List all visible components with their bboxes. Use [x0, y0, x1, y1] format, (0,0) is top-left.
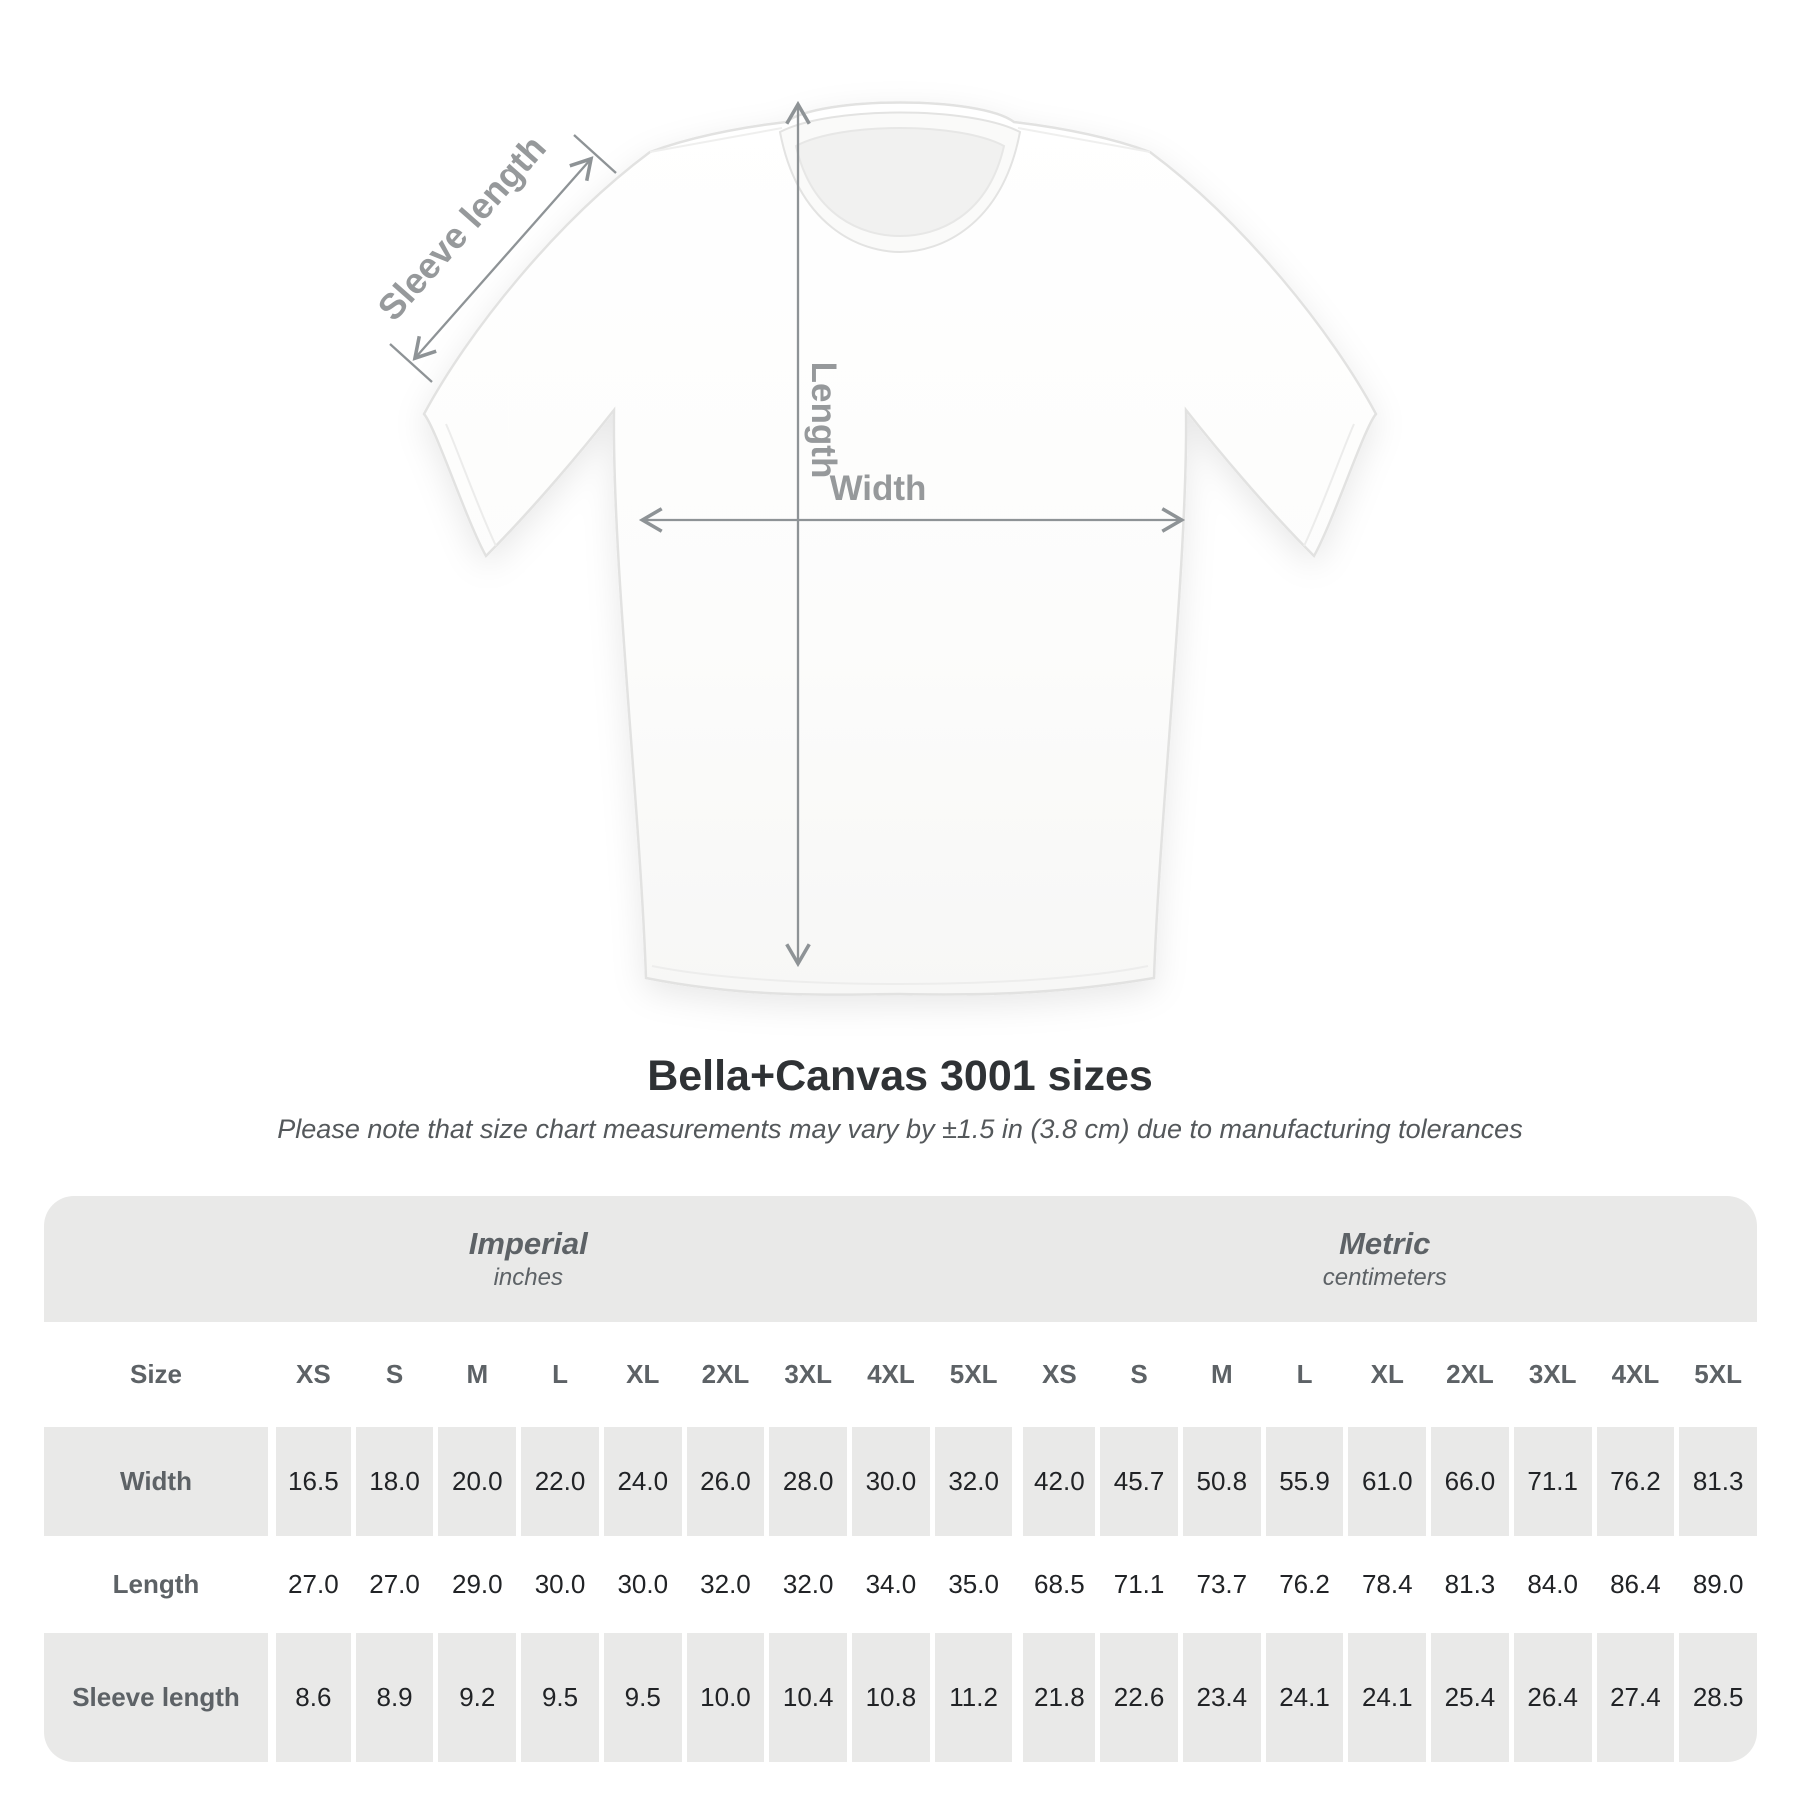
table-cell: 30.0: [847, 1427, 930, 1536]
table-cell: 29.0: [433, 1536, 517, 1633]
table-cell: 24.0: [598, 1427, 682, 1536]
size-col-header: L: [516, 1322, 599, 1427]
width-row: Width 16.5 18.0 20.0 22.0 24.0 26.0 28.0…: [44, 1427, 1757, 1536]
table-cell: 9.5: [598, 1633, 682, 1762]
table-cell: 73.7: [1177, 1536, 1261, 1633]
table-cell: 21.8: [1012, 1633, 1096, 1762]
size-table: Imperial inches Metric centimeters Size …: [44, 1196, 1757, 1762]
table-cell: 8.9: [350, 1633, 434, 1762]
tshirt-illustration: [389, 100, 1378, 996]
table-cell: 27.4: [1591, 1633, 1675, 1762]
neck-interior: [794, 127, 1006, 238]
metric-unit: centimeters: [1322, 1264, 1447, 1292]
size-col-header: 5XL: [1674, 1322, 1757, 1427]
length-label: Length: [804, 361, 843, 479]
table-cell: 32.0: [681, 1536, 765, 1633]
table-cell: 34.0: [847, 1536, 930, 1633]
table-cell: 18.0: [350, 1427, 434, 1536]
size-col-header: 3XL: [764, 1322, 848, 1427]
table-cell: 30.0: [516, 1536, 599, 1633]
metric-section-header: Metric centimeters: [1012, 1196, 1757, 1322]
table-cell: 78.4: [1343, 1536, 1427, 1633]
table-cell: 84.0: [1508, 1536, 1592, 1633]
table-cell: 71.1: [1508, 1427, 1592, 1536]
size-col-header: M: [1177, 1322, 1261, 1427]
table-cell: 11.2: [929, 1633, 1013, 1762]
tolerance-note: Please note that size chart measurements…: [277, 1114, 1523, 1144]
size-header-row: Size XS S M L XL 2XL 3XL 4XL 5XL XS S M …: [44, 1322, 1757, 1427]
metric-title: Metric: [1339, 1225, 1431, 1261]
size-col-header: M: [433, 1322, 517, 1427]
size-col-header: 2XL: [1426, 1322, 1509, 1427]
size-header-label: Size: [44, 1322, 268, 1427]
table-cell: 10.0: [681, 1633, 765, 1762]
row-label-length: Length: [44, 1536, 268, 1633]
table-cell: 28.5: [1674, 1633, 1757, 1762]
imperial-section-header: Imperial inches: [44, 1196, 1013, 1322]
table-cell: 42.0: [1012, 1427, 1096, 1536]
width-label: Width: [829, 469, 927, 508]
table-cell: 68.5: [1012, 1536, 1096, 1633]
table-cell: 9.2: [433, 1633, 517, 1762]
size-col-header: 2XL: [681, 1322, 765, 1427]
table-cell: 86.4: [1591, 1536, 1675, 1633]
size-col-header: S: [350, 1322, 434, 1427]
imperial-unit: inches: [493, 1264, 563, 1292]
size-col-header: 3XL: [1508, 1322, 1592, 1427]
table-cell: 32.0: [764, 1536, 848, 1633]
table-cell: 76.2: [1260, 1536, 1344, 1633]
table-cell: 24.1: [1260, 1633, 1344, 1762]
table-cell: 71.1: [1095, 1536, 1178, 1633]
size-col-header: L: [1260, 1322, 1344, 1427]
unit-band: Imperial inches Metric centimeters: [44, 1196, 1757, 1322]
table-cell: 76.2: [1591, 1427, 1675, 1536]
table-cell: 20.0: [433, 1427, 517, 1536]
table-cell: 45.7: [1095, 1427, 1178, 1536]
table-cell: 28.0: [764, 1427, 848, 1536]
size-col-header: 5XL: [929, 1322, 1013, 1427]
table-cell: 27.0: [350, 1536, 434, 1633]
table-cell: 89.0: [1674, 1536, 1757, 1633]
size-col-header: 4XL: [1591, 1322, 1675, 1427]
tshirt-shape: [422, 101, 1378, 996]
table-cell: 35.0: [929, 1536, 1013, 1633]
table-cell: 22.6: [1095, 1633, 1178, 1762]
size-col-header: XS: [1012, 1322, 1096, 1427]
table-cell: 10.8: [847, 1633, 930, 1762]
row-label-sleeve-length: Sleeve length: [44, 1633, 268, 1762]
size-col-header: 4XL: [847, 1322, 930, 1427]
table-cell: 25.4: [1426, 1633, 1509, 1762]
table-cell: 50.8: [1177, 1427, 1261, 1536]
table-cell: 24.1: [1343, 1633, 1427, 1762]
table-cell: 23.4: [1177, 1633, 1261, 1762]
length-row: Length 27.0 27.0 29.0 30.0 30.0 32.0 32.…: [44, 1536, 1757, 1633]
table-cell: 81.3: [1674, 1427, 1757, 1536]
table-cell: 66.0: [1426, 1427, 1509, 1536]
size-col-header: XS: [268, 1322, 351, 1427]
size-col-header: XL: [598, 1322, 682, 1427]
tshirt-diagram: Sleeve length Length Width: [369, 100, 1378, 996]
table-cell: 27.0: [268, 1536, 351, 1633]
table-cell: 55.9: [1260, 1427, 1344, 1536]
table-cell: 10.4: [764, 1633, 848, 1762]
sleeve-length-row: Sleeve length 8.6 8.9 9.2 9.5 9.5 10.0 1…: [44, 1633, 1757, 1762]
table-cell: 26.4: [1508, 1633, 1592, 1762]
size-col-header: XL: [1343, 1322, 1427, 1427]
table-cell: 61.0: [1343, 1427, 1427, 1536]
size-col-header: S: [1095, 1322, 1178, 1427]
table-cell: 81.3: [1426, 1536, 1509, 1633]
table-cell: 16.5: [268, 1427, 351, 1536]
table-cell: 30.0: [598, 1536, 682, 1633]
table-cell: 32.0: [929, 1427, 1013, 1536]
imperial-title: Imperial: [468, 1225, 588, 1261]
table-cell: 26.0: [681, 1427, 765, 1536]
row-label-width: Width: [44, 1427, 268, 1536]
table-cell: 22.0: [516, 1427, 599, 1536]
page-title: Bella+Canvas 3001 sizes: [647, 1052, 1153, 1100]
table-cell: 9.5: [516, 1633, 599, 1762]
table-cell: 8.6: [268, 1633, 351, 1762]
sleeve-length-arrow: [389, 134, 617, 383]
